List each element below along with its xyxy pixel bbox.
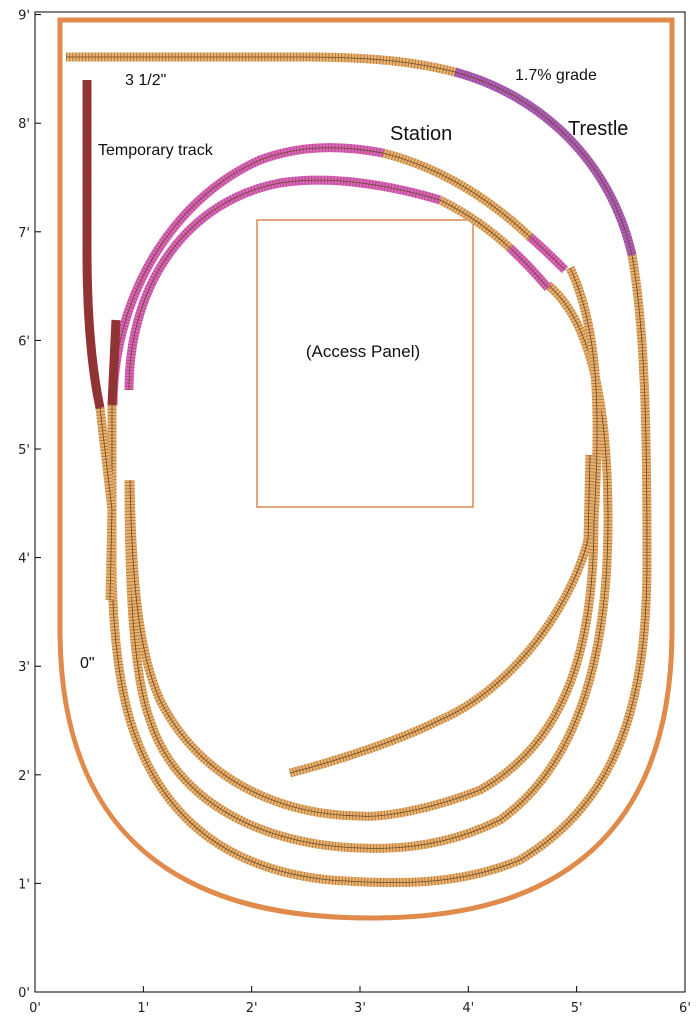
station-approach-0-centerline: [529, 236, 566, 271]
height-top-label: 3 1/2": [125, 72, 166, 89]
main-track-0-centerline: [66, 56, 456, 73]
x-tick-label: 0': [29, 1001, 41, 1016]
access-panel-label: (Access Panel): [306, 342, 420, 361]
main-track-3-centerline: [129, 267, 598, 817]
temporary-track-label: Temporary track: [98, 142, 214, 159]
x-tick-label: 2': [246, 1001, 258, 1016]
temporary-track: [82, 80, 121, 409]
grade-track-centerline: [454, 71, 633, 256]
axis-ticks: 0' 1' 2' 3' 4' 5' 6' 0' 1' 2' 3' 4' 5' 6' 7' 8' 9': [18, 9, 691, 1016]
height-zero-label: 0": [80, 655, 95, 672]
trestle-label: Trestle: [568, 118, 628, 140]
x-tick-label: 6': [679, 1001, 691, 1016]
grade-label: 1.7% grade: [515, 67, 597, 84]
plot-frame: [34, 11, 686, 993]
y-tick-label: 0': [18, 986, 30, 1001]
x-tick-label: 5': [571, 1001, 583, 1016]
main-track-1-centerline: [111, 254, 648, 883]
x-tick-label: 1': [137, 1001, 149, 1016]
benchwork-outline: [57, 17, 675, 921]
station-track-0-centerline: [112, 147, 384, 406]
grade-track: [453, 67, 637, 257]
station-label: Station: [390, 123, 452, 145]
y-tick-label: 8': [18, 117, 30, 132]
y-tick-label: 5': [18, 443, 30, 458]
y-tick-label: 6': [18, 334, 30, 349]
y-tick-label: 7': [18, 226, 30, 241]
station-track: [108, 143, 569, 406]
y-tick-label: 1': [18, 877, 30, 892]
station-approach-1-centerline: [509, 247, 549, 289]
main-track: [66, 52, 652, 888]
main-track-4-centerline: [382, 152, 531, 238]
main-track-6-centerline: [289, 454, 591, 774]
main-track-5-centerline: [439, 199, 511, 249]
y-tick-label: 9': [18, 9, 30, 24]
y-tick-label: 3': [18, 660, 30, 675]
x-tick-label: 4': [462, 1001, 474, 1016]
main-track-7-centerline: [99, 407, 113, 601]
station-track-1-centerline: [128, 179, 441, 391]
main-track-2-centerline: [128, 284, 609, 849]
temporary-track-1-centerline: [111, 319, 117, 406]
temporary-track-0-centerline: [86, 80, 101, 409]
x-tick-label: 3': [354, 1001, 366, 1016]
y-tick-label: 2': [18, 769, 30, 784]
access-panel-rect: [256, 219, 474, 508]
y-tick-label: 4': [18, 552, 30, 567]
